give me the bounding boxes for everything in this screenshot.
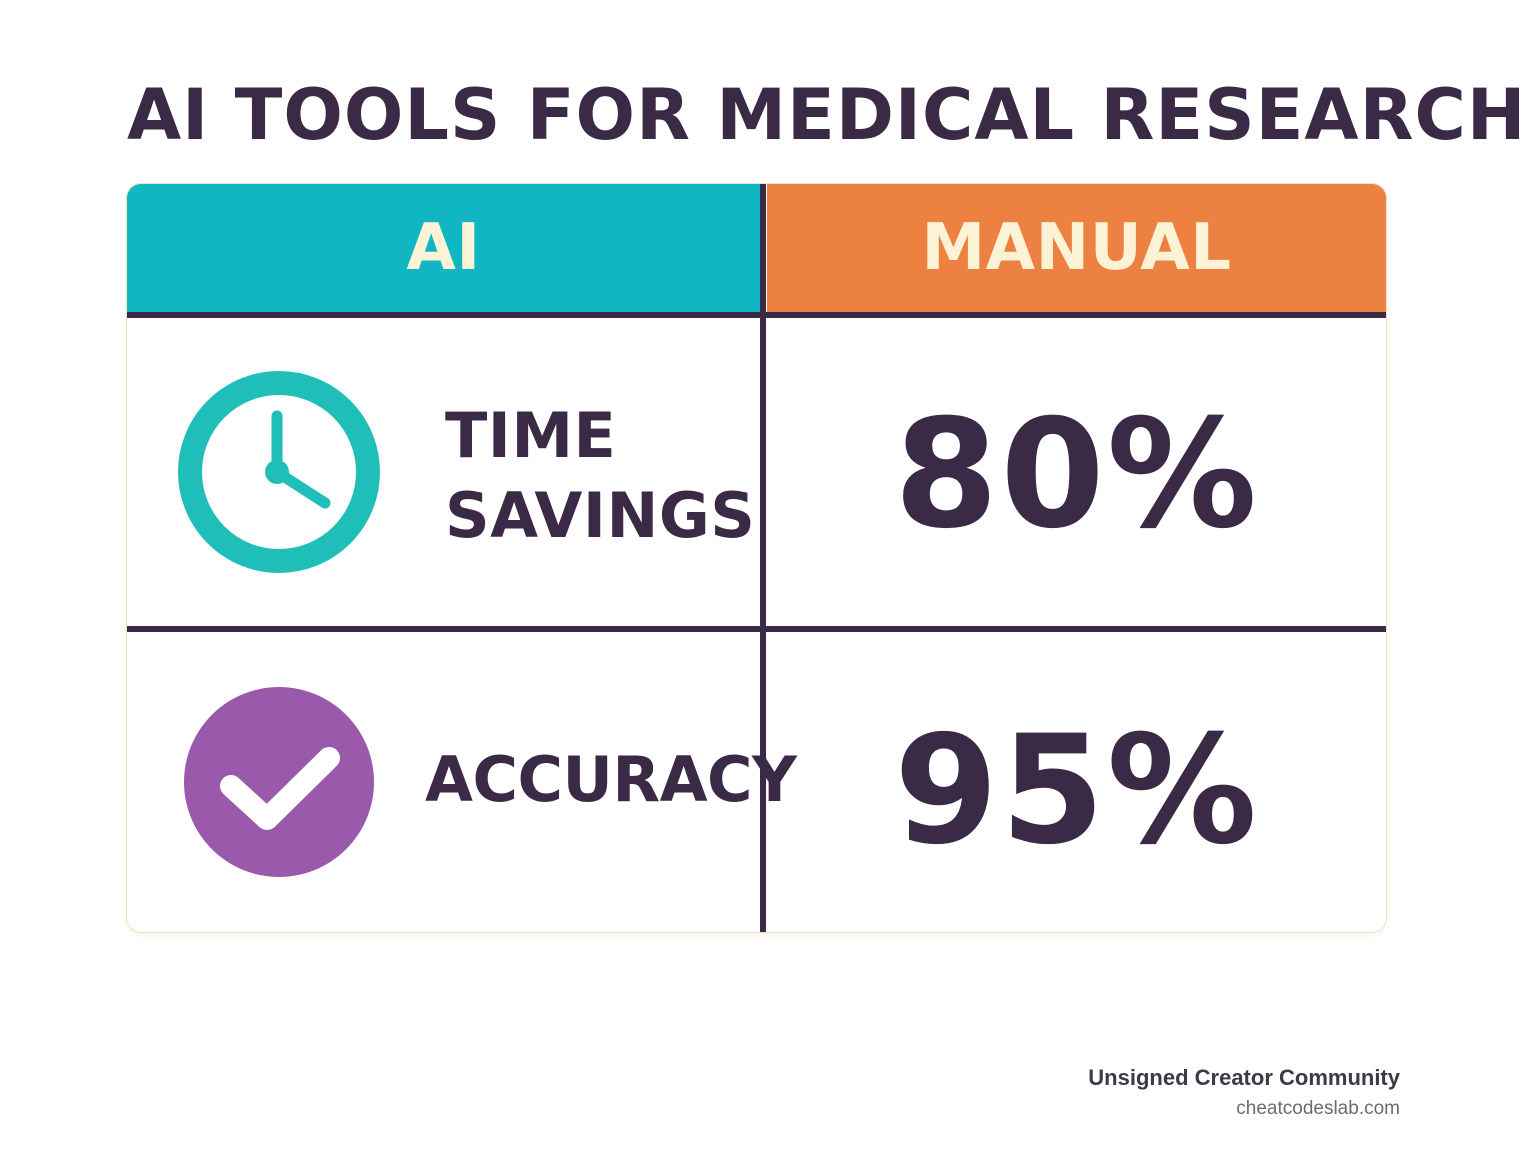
metric-value-accuracy: 95% <box>893 704 1260 878</box>
metric-value-time-savings: 80% <box>893 388 1260 562</box>
footer-name: Unsigned Creator Community <box>1088 1065 1400 1090</box>
check-circle-icon <box>184 687 374 877</box>
column-divider <box>760 184 766 932</box>
metric-label-time-savings: TIME SAVINGS <box>445 396 755 556</box>
footer-url: cheatcodeslab.com <box>1236 1098 1400 1119</box>
row-divider-header <box>127 312 1386 318</box>
clock-icon <box>178 371 380 573</box>
row-divider-middle <box>127 626 1386 632</box>
comparison-table: AI MANUAL TIME SAVINGS 80% ACCURACY 95% <box>127 184 1386 932</box>
header-ai: AI <box>127 184 760 312</box>
footer-credit: Unsigned Creator Community cheatcodeslab… <box>1088 1062 1400 1124</box>
metric-label-accuracy: ACCURACY <box>425 743 797 816</box>
metric-label-line: SAVINGS <box>445 479 756 552</box>
page-title: AI TOOLS FOR MEDICAL RESEARCH <box>127 74 1527 156</box>
header-manual: MANUAL <box>767 184 1386 312</box>
metric-label-line: TIME <box>445 399 617 472</box>
